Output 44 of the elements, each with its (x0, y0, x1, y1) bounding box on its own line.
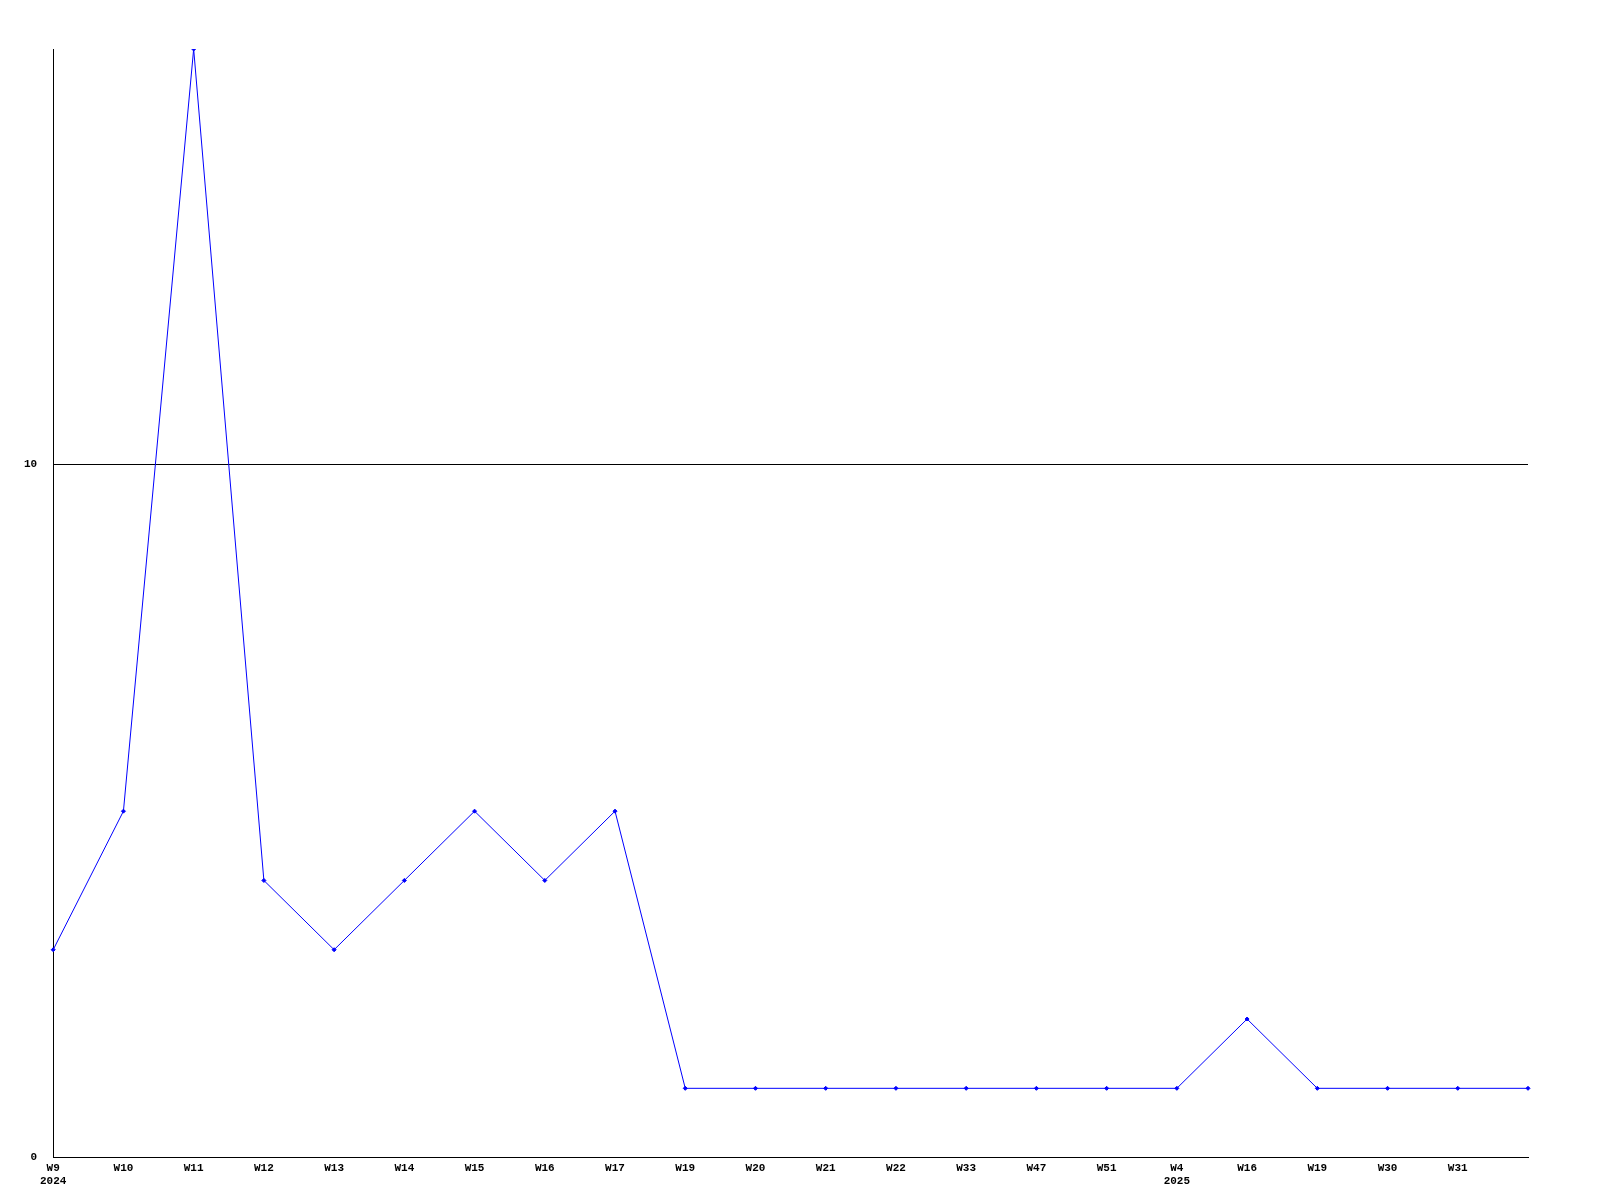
x-tick-label: W9 2024 (40, 1161, 67, 1188)
x-tick-label: W16 (534, 1161, 555, 1174)
point (823, 1085, 829, 1091)
x-tick-label: W10 (113, 1161, 134, 1174)
point (50, 947, 56, 953)
point (612, 808, 618, 814)
x-tick-label: W21 (815, 1161, 837, 1174)
x-tick-label: W12 (253, 1161, 274, 1174)
point (472, 808, 478, 814)
point (1385, 1085, 1391, 1091)
point (963, 1085, 969, 1091)
point (261, 877, 267, 883)
x-tick-label: W30 (1377, 1161, 1398, 1174)
point (1455, 1085, 1461, 1091)
point (542, 877, 548, 883)
x-tick-label: W4 2025 (1163, 1161, 1191, 1188)
point (1174, 1085, 1180, 1091)
x-tick-label: W11 (183, 1161, 204, 1174)
x-tick-label: W16 (1237, 1161, 1257, 1174)
x-tick-label: W17 (605, 1161, 625, 1174)
x-tick-label: W14 (394, 1161, 415, 1174)
x-tick-label: W19 (675, 1161, 696, 1174)
point (1033, 1085, 1039, 1091)
x-tick-label: W15 (464, 1161, 485, 1174)
point (120, 808, 126, 814)
x-tick-label: W19 (1307, 1161, 1328, 1174)
x-tick-label: W20 (745, 1161, 766, 1174)
point (1314, 1085, 1320, 1091)
x-tick-label: W22 (886, 1161, 906, 1174)
point (331, 947, 337, 953)
x-tick-label: W47 (1026, 1161, 1047, 1174)
point (401, 877, 407, 883)
x-tick-label: W51 (1096, 1161, 1117, 1174)
point (682, 1085, 688, 1091)
x-tick-label: W31 (1447, 1161, 1469, 1174)
x-tick-label: W33 (956, 1161, 977, 1174)
point (752, 1085, 758, 1091)
y-tick-label: 0 (30, 1151, 38, 1164)
point (1104, 1085, 1110, 1091)
y-tick-label: 10 (24, 458, 38, 471)
point (1525, 1085, 1531, 1091)
x-tick-label: W13 (324, 1161, 345, 1174)
point (893, 1085, 899, 1091)
point (1244, 1016, 1250, 1022)
